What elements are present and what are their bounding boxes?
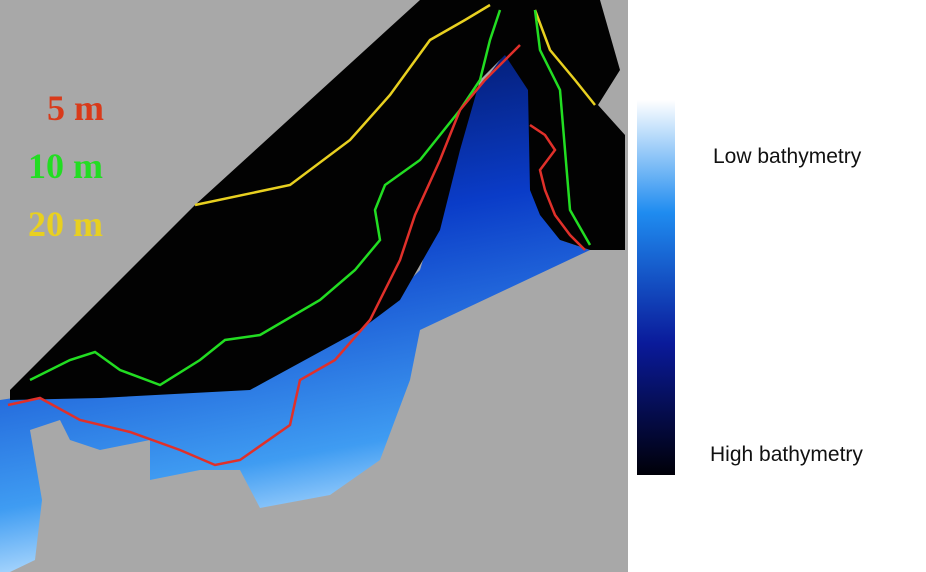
map-figure: 5 m 10 m 20 m Low bathymetry High bathymet… <box>0 0 926 572</box>
legend-label: 20 m <box>28 204 103 244</box>
colorbar-top-label: Low bathymetry <box>713 145 862 168</box>
colorbar <box>637 100 675 475</box>
colorbar-bottom-label: High bathymetry <box>710 443 863 466</box>
legend-label: 10 m <box>28 146 103 186</box>
legend-label: 5 m <box>47 88 104 128</box>
page: 5 m 10 m 20 m Low bathymetry High bathymet… <box>0 0 926 572</box>
